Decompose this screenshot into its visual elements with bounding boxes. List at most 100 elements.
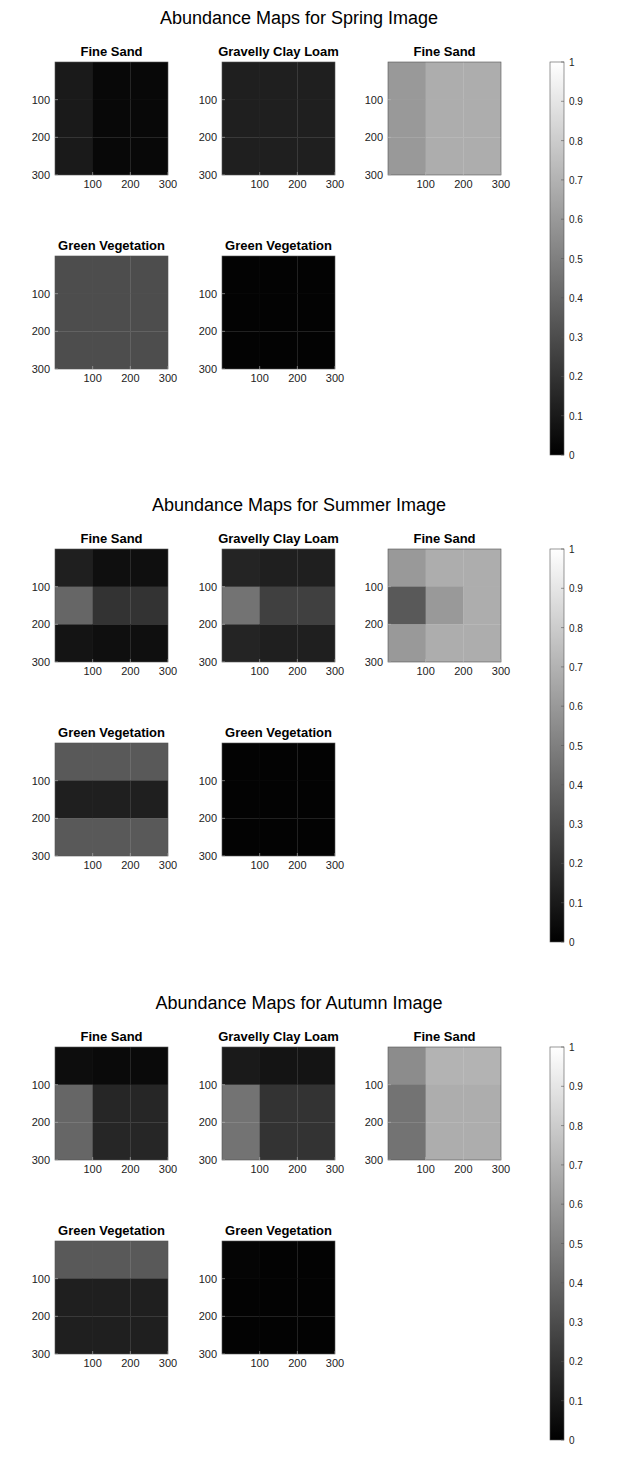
cell [426, 549, 464, 587]
cell [130, 62, 168, 100]
figure: Abundance Maps for Spring ImageFine Sand… [0, 0, 638, 1472]
y-tick-label: 200 [365, 618, 383, 630]
cells [55, 1241, 168, 1354]
x-tick [425, 659, 426, 662]
cell [426, 137, 464, 175]
colorbar-tick-label: 0 [569, 1435, 575, 1446]
cell [93, 624, 131, 662]
cell [130, 549, 168, 587]
cell [222, 137, 260, 175]
cell [426, 624, 464, 662]
cells [55, 62, 168, 175]
cell [297, 1122, 335, 1160]
y-tick-label: 300 [365, 169, 383, 181]
cells-inner [55, 743, 168, 856]
x-tick-label: 200 [121, 1357, 139, 1369]
x-tick [130, 659, 131, 662]
cell [260, 256, 298, 294]
cell [93, 587, 131, 625]
x-tick-label: 200 [288, 859, 306, 871]
colorbar-tick-label: 0.1 [569, 411, 583, 422]
y-tick-label: 100 [32, 1079, 50, 1091]
x-tick-label: 100 [250, 665, 268, 677]
panel-title: Green Vegetation [58, 1223, 165, 1238]
cell [130, 1122, 168, 1160]
cell [93, 549, 131, 587]
panel-frame [222, 743, 335, 856]
colorbar-tick-label: 0.9 [569, 96, 583, 107]
cell [93, 1279, 131, 1317]
x-tick [168, 1157, 169, 1160]
cell [463, 1047, 501, 1085]
x-tick [297, 172, 298, 175]
y-tick-label: 100 [199, 581, 217, 593]
cell [426, 587, 464, 625]
cell [260, 1047, 298, 1085]
cell [130, 624, 168, 662]
panel-frame [55, 62, 168, 175]
cell [260, 137, 298, 175]
x-tick-label: 200 [121, 372, 139, 384]
x-tick-label: 300 [159, 372, 177, 384]
x-tick [259, 659, 260, 662]
cell [222, 1085, 260, 1123]
cells [55, 256, 168, 369]
cell [463, 549, 501, 587]
y-tick [222, 780, 225, 781]
cell [222, 743, 260, 781]
colorbar-tick [561, 1282, 564, 1283]
cells-inner [55, 1047, 168, 1160]
y-tick-label: 300 [199, 363, 217, 375]
y-tick-label: 200 [199, 618, 217, 630]
colorbar-tick [561, 1164, 564, 1165]
cell [297, 549, 335, 587]
cells [55, 1047, 168, 1160]
cell [130, 256, 168, 294]
y-tick [222, 1278, 225, 1279]
x-tick-label: 300 [492, 178, 510, 190]
x-tick-label: 200 [121, 178, 139, 190]
x-tick [259, 853, 260, 856]
cell [222, 1122, 260, 1160]
colorbar-tick [561, 1361, 564, 1362]
cell [297, 624, 335, 662]
y-tick [222, 1316, 225, 1317]
colorbar-tick [561, 1440, 564, 1441]
cell [55, 256, 93, 294]
x-tick [501, 659, 502, 662]
cell [55, 781, 93, 819]
panel-title: Green Vegetation [58, 725, 165, 740]
cell [222, 1047, 260, 1085]
cells-inner [222, 743, 335, 856]
cell [222, 331, 260, 369]
cell [297, 587, 335, 625]
x-tick [335, 172, 336, 175]
cell [463, 137, 501, 175]
y-tick [388, 624, 391, 625]
y-tick [55, 1122, 58, 1123]
cell [130, 781, 168, 819]
cell [388, 137, 426, 175]
colorbar-tick [561, 179, 564, 180]
colorbar-tick-label: 0.9 [569, 1081, 583, 1092]
x-tick-label: 300 [159, 1357, 177, 1369]
colorbar-tick [561, 1400, 564, 1401]
x-tick [92, 1157, 93, 1160]
y-tick [222, 99, 225, 100]
colorbar-tick-label: 0.9 [569, 583, 583, 594]
cell [388, 100, 426, 138]
x-tick [335, 853, 336, 856]
cell [297, 1279, 335, 1317]
cell [130, 137, 168, 175]
panel-frame [55, 549, 168, 662]
x-tick [168, 172, 169, 175]
x-tick-label: 100 [83, 859, 101, 871]
y-tick [55, 818, 58, 819]
x-tick-label: 300 [326, 1357, 344, 1369]
cell [388, 62, 426, 100]
cell [55, 62, 93, 100]
y-tick-label: 100 [199, 94, 217, 106]
cell [388, 549, 426, 587]
x-tick-label: 200 [288, 372, 306, 384]
y-tick-label: 200 [32, 325, 50, 337]
